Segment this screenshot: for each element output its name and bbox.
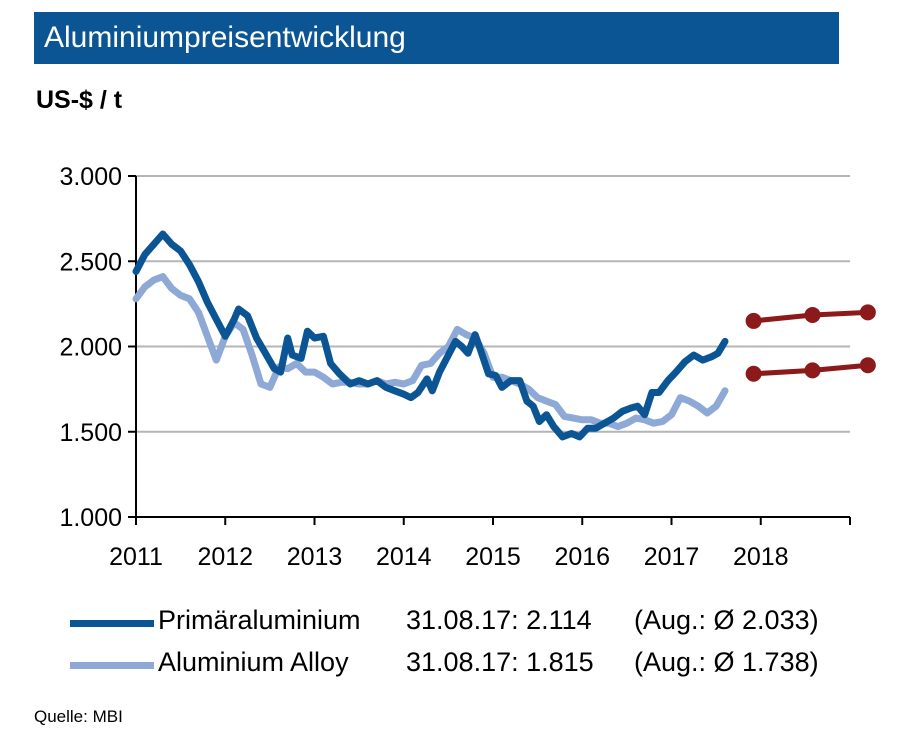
grid-layer — [136, 175, 850, 433]
axis-layer — [128, 175, 851, 525]
series-line-primaeraluminium — [132, 230, 729, 441]
forecast-marker — [804, 306, 821, 323]
x-tick-label: 2017 — [644, 543, 700, 571]
forecast-marker — [745, 312, 762, 329]
title-bar: Aluminiumpreisentwicklung — [34, 12, 839, 64]
legend-label: Aluminium Alloy — [158, 647, 349, 677]
legend-value: 31.08.17: 1.815 — [406, 647, 594, 677]
y-tick-label: 2.000 — [59, 334, 122, 362]
x-tick-label: 2018 — [733, 543, 789, 571]
chart-title: Aluminiumpreisentwicklung — [44, 21, 406, 54]
y-axis-unit: US-$ / t — [36, 86, 123, 114]
legend-value: 31.08.17: 2.114 — [406, 605, 592, 635]
series-layer — [132, 230, 876, 441]
x-tick-label: 2016 — [554, 543, 610, 571]
legend-average: (Aug.: Ø 2.033) — [634, 605, 819, 635]
source-note: Quelle: MBI — [34, 707, 123, 726]
tick-label-layer: 1.000 1.500 2.000 2.500 3.000 2011 2012 2013 201… — [59, 163, 788, 571]
legend-swatch-primary — [70, 620, 154, 627]
y-tick-label: 1.000 — [59, 504, 122, 532]
legend-swatch-alloy — [70, 662, 154, 669]
x-tick-label: 2011 — [109, 543, 163, 571]
forecast-marker — [804, 362, 821, 379]
y-tick-label: 1.500 — [59, 419, 122, 447]
forecast-marker — [859, 304, 876, 321]
x-tick-label: 2012 — [197, 543, 253, 571]
x-tick-label: 2014 — [376, 543, 432, 571]
legend-average: (Aug.: Ø 1.738) — [634, 647, 819, 677]
y-tick-label: 3.000 — [59, 163, 122, 191]
x-tick-label: 2015 — [465, 543, 521, 571]
forecast-marker — [859, 357, 876, 374]
legend-label: Primäraluminium — [158, 605, 361, 635]
y-tick-label: 2.500 — [59, 248, 122, 276]
forecast-marker — [745, 365, 762, 382]
x-tick-label: 2013 — [287, 543, 343, 571]
